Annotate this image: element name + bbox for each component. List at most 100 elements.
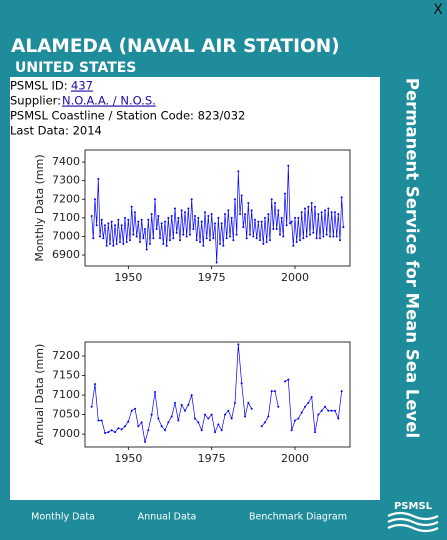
data-point <box>100 419 103 422</box>
data-point <box>125 241 128 244</box>
data-point <box>97 177 100 180</box>
data-point <box>120 224 123 227</box>
data-point <box>102 237 105 240</box>
data-point <box>300 411 303 414</box>
y-tick-label: 7000 <box>52 427 80 440</box>
data-point <box>340 390 343 393</box>
data-point <box>314 205 316 208</box>
data-point <box>310 201 313 204</box>
data-point <box>224 213 226 216</box>
data-point <box>185 235 188 238</box>
data-point <box>124 425 126 428</box>
data-point <box>145 248 148 251</box>
y-tick-label: 7000 <box>52 229 80 242</box>
data-point <box>104 431 106 434</box>
footer-link[interactable]: Monthly Data <box>31 512 95 523</box>
data-point <box>225 237 228 240</box>
data-point <box>232 239 235 242</box>
data-point <box>337 417 340 420</box>
x-tick-label: 2000 <box>281 452 309 465</box>
data-point <box>215 261 218 264</box>
data-point <box>144 228 146 231</box>
data-point <box>139 241 141 244</box>
data-point <box>289 222 291 225</box>
data-point <box>260 425 263 428</box>
y-tick-label: 7200 <box>52 349 80 362</box>
y-axis-label: Annual Data (mm) <box>33 344 46 446</box>
data-point <box>312 231 315 234</box>
y-tick-label: 6900 <box>52 248 80 261</box>
data-point <box>110 429 113 432</box>
data-point <box>135 235 138 238</box>
data-point <box>107 431 110 434</box>
data-point <box>167 421 170 424</box>
data-point <box>237 170 240 173</box>
data-point <box>160 425 163 428</box>
data-point <box>269 239 271 242</box>
last-data: Last Data: 2014 <box>10 124 102 138</box>
data-point <box>202 244 205 247</box>
data-point <box>127 420 130 423</box>
data-point <box>327 409 330 412</box>
data-point <box>117 427 120 430</box>
sidebar-text: Permanent Service for Mean Sea Level <box>403 78 422 438</box>
data-point <box>310 396 313 399</box>
data-point <box>267 213 270 216</box>
data-point <box>304 405 306 408</box>
data-point <box>204 413 206 416</box>
x-tick-label: 1975 <box>198 271 226 284</box>
data-point <box>99 235 101 238</box>
data-point <box>197 216 200 219</box>
close-button[interactable]: X <box>433 2 443 18</box>
data-point <box>220 222 223 225</box>
data-point <box>320 211 323 214</box>
data-point <box>94 198 96 201</box>
footer-link[interactable]: Annual Data <box>138 512 197 523</box>
data-point <box>134 211 136 214</box>
y-tick-label: 7100 <box>52 388 80 401</box>
data-point <box>227 209 230 212</box>
id-link[interactable]: 437 <box>71 79 93 93</box>
data-point <box>105 244 108 247</box>
data-point <box>327 207 330 210</box>
data-point <box>164 429 166 432</box>
data-point <box>177 216 180 219</box>
data-point <box>305 235 308 238</box>
data-point <box>264 421 266 424</box>
data-point <box>270 198 273 201</box>
data-point <box>170 415 173 418</box>
data-point <box>330 211 333 214</box>
data-point <box>219 242 221 245</box>
data-point <box>152 237 155 240</box>
data-point <box>314 431 316 434</box>
data-point <box>317 413 320 416</box>
data-point <box>229 235 231 238</box>
data-point <box>257 220 260 223</box>
data-point <box>272 228 275 231</box>
data-point <box>132 233 135 236</box>
data-point <box>95 224 98 227</box>
logo-waves <box>387 511 439 533</box>
data-point <box>117 218 120 221</box>
data-point <box>207 214 210 217</box>
data-point <box>180 209 183 212</box>
y-axis-label: Monthly Data (mm) <box>33 154 46 261</box>
data-point <box>270 390 273 393</box>
data-point <box>279 233 281 236</box>
data-point <box>304 207 306 210</box>
data-point <box>179 239 181 242</box>
supplier-label: Supplier: <box>10 94 61 108</box>
data-point <box>230 216 233 219</box>
data-point <box>207 417 210 420</box>
footer-link[interactable]: Benchmark Diagram <box>249 512 347 523</box>
data-point <box>265 241 268 244</box>
data-point <box>194 214 196 217</box>
data-point <box>242 226 245 229</box>
data-point <box>169 239 171 242</box>
data-point <box>235 233 238 236</box>
data-point <box>302 237 305 240</box>
data-point <box>190 198 193 201</box>
data-point <box>180 403 183 406</box>
supplier-link[interactable]: N.O.A.A. / N.O.S. <box>62 94 156 108</box>
